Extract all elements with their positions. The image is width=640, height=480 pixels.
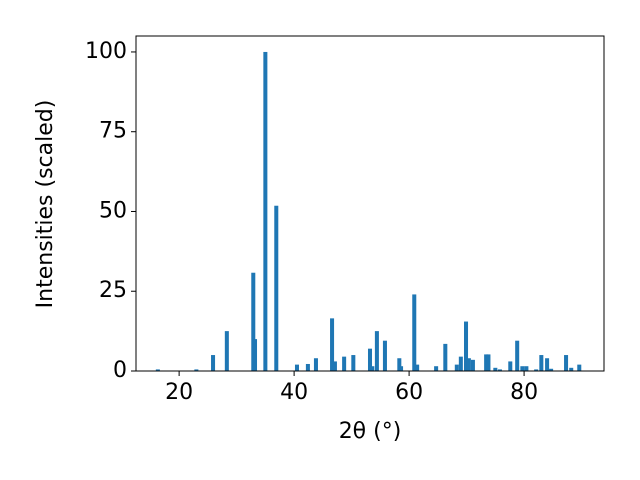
y-tick-label: 100 (85, 39, 127, 64)
bar (464, 321, 469, 371)
bar (251, 272, 256, 371)
bar (508, 361, 513, 371)
bar (577, 364, 582, 371)
bar (274, 205, 279, 371)
bar (524, 366, 529, 371)
bar (415, 364, 420, 371)
bar (470, 359, 475, 371)
bar (382, 340, 387, 371)
bar (443, 343, 448, 371)
bar (515, 340, 520, 371)
bar (399, 366, 404, 371)
bar (486, 354, 491, 371)
bar (484, 354, 489, 371)
bar (397, 358, 402, 371)
y-axis-label: Intensities (scaled) (33, 100, 58, 309)
bar (342, 356, 347, 371)
bar (351, 355, 356, 371)
bar (412, 294, 417, 371)
bar (294, 364, 299, 371)
bar (493, 367, 498, 371)
bar (534, 369, 539, 371)
bar (367, 348, 373, 371)
bar (253, 339, 258, 371)
bar (564, 355, 569, 371)
bar (211, 355, 216, 371)
bar (313, 358, 318, 371)
bar (224, 331, 229, 371)
y-tick-label: 0 (113, 358, 127, 383)
bar (263, 51, 268, 371)
bar (466, 358, 471, 371)
bar (545, 358, 550, 371)
bar (155, 369, 160, 371)
y-tick-label: 25 (99, 278, 127, 303)
x-tick-label: 20 (165, 380, 193, 405)
bar (434, 366, 439, 371)
bar (370, 366, 375, 371)
plot-frame (135, 35, 605, 372)
bar (539, 355, 544, 371)
bar (194, 369, 199, 371)
bar (520, 366, 525, 371)
bar (305, 363, 310, 371)
x-tick-label: 80 (510, 380, 538, 405)
x-axis-label: 2θ (°) (339, 419, 402, 444)
x-tick-label: 60 (395, 380, 423, 405)
bar (458, 356, 463, 371)
bar (549, 368, 554, 371)
bar (497, 369, 502, 371)
x-tick-label: 40 (280, 380, 308, 405)
y-tick-label: 50 (99, 198, 127, 223)
bar (330, 318, 335, 371)
bar (569, 367, 574, 371)
bar (332, 361, 337, 371)
y-tick-label: 75 (99, 119, 127, 144)
bar (454, 364, 459, 371)
bar (374, 331, 379, 371)
